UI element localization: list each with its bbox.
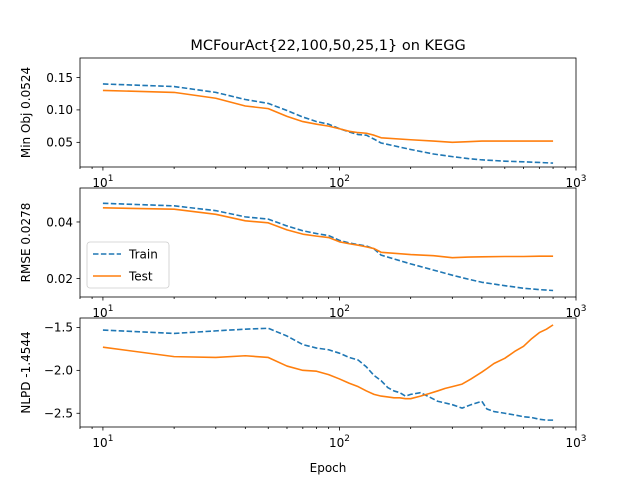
x-axis-label: Epoch <box>310 461 347 475</box>
panel-3-y-tick-label: −1.5 <box>44 321 73 335</box>
panel-1-x-tick-label: 103 <box>565 174 586 190</box>
legend-label-train: Train <box>128 248 158 262</box>
panel-3-y-axis-label: NLPD -1.4544 <box>19 331 33 413</box>
panel-3-series-test-line <box>102 324 554 400</box>
panel-1-y-axis-label: Min Obj 0.0524 <box>19 67 33 158</box>
panel-2-y-axis-label: RMSE 0.0278 <box>19 203 33 283</box>
panel-3-x-tick-label: 101 <box>92 434 113 450</box>
panel-1-x-tick-label: 101 <box>92 174 113 190</box>
panel-1: 101 102 103 0.05 0.10 0.15 Min Obj 0.0524 <box>19 57 587 190</box>
panel-1-series-test-line <box>102 89 554 144</box>
panel-2-x-tick-label: 103 <box>565 304 586 320</box>
panel-3-x-tick-label: 103 <box>565 434 586 450</box>
panel-2-x-tick-label: 101 <box>92 304 113 320</box>
panel-1-y-tick-label: 0.05 <box>46 136 73 150</box>
panel-3-axes-frame <box>79 317 577 428</box>
panel-2-axes-frame <box>79 187 577 298</box>
panel-2-y-tick-label: 0.02 <box>46 272 73 286</box>
panel-3-series-train-line <box>102 327 554 421</box>
panel-3: 101 102 103 −1.5 −2.0 −2.5 NLPD -1.4544 <box>19 317 587 450</box>
panel-1-y-tick-label: 0.15 <box>46 71 73 85</box>
panel-2-x-tick-label: 102 <box>329 304 350 320</box>
panel-2: 101 102 103 0.02 0.04 RMSE 0.0278 <box>19 187 587 320</box>
panel-3-y-tick-label: −2.0 <box>44 364 73 378</box>
panel-3-y-tick-label: −2.5 <box>44 407 73 421</box>
panel-2-y-tick-label: 0.04 <box>46 215 73 229</box>
panel-2-series-test-line <box>102 207 554 259</box>
panel-1-series-train-line <box>102 83 554 164</box>
legend-label-test: Test <box>128 270 153 284</box>
panel-3-x-tick-label: 102 <box>329 434 350 450</box>
panel-1-y-tick-label: 0.10 <box>46 103 73 117</box>
figure-title: MCFourAct{22,100,50,25,1} on KEGG <box>190 38 465 54</box>
panel-1-x-tick-label: 102 <box>329 174 350 190</box>
panel-1-axes-frame <box>79 57 577 168</box>
legend: Train Test <box>86 241 170 289</box>
